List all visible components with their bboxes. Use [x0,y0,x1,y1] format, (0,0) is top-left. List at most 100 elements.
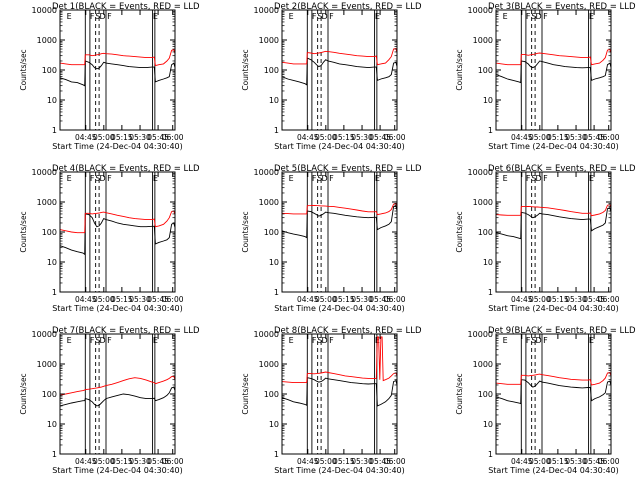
panel-title: Det 9(BLACK = Events, RED = LLD [488,326,636,336]
x-tick-label: 05:15 [111,295,133,304]
event-marker-label: E [589,12,594,21]
event-marker-label: E [589,174,594,183]
y-tick-label: 100 [478,228,493,237]
x-tick-label: 06:00 [598,133,620,142]
y-tick-label: 10 [269,96,279,105]
event-marker-label: S [531,12,536,21]
event-marker-label: D [321,12,327,21]
y-tick-label: 10 [483,258,493,267]
y-tick-label: 1 [274,126,279,135]
y-tick-label: 100 [264,228,279,237]
event-marker-label: F [543,336,548,345]
y-axis-label: Counts/sec [455,373,464,414]
event-marker-label: E [67,336,72,345]
lld-series-line [59,210,176,234]
x-axis-label: Start Time (24-Dec-04 04:30:40) [488,466,619,475]
y-tick-label: 1 [52,288,57,297]
event-marker-label: E [153,174,158,183]
x-tick-label: 05:15 [547,457,569,466]
event-marker-label: S [95,336,100,345]
lld-series-line [281,47,398,66]
x-tick-label: 05:00 [93,457,115,466]
y-tick-label: 10000 [254,330,279,339]
event-marker-label: E [503,12,508,21]
y-tick-label: 10000 [32,330,57,339]
event-marker-label: F [312,336,317,345]
x-tick-label: 05:45 [369,295,391,304]
y-axis-label: Counts/sec [19,49,28,90]
y-axis-label: Counts/sec [19,211,28,252]
y-tick-label: 1000 [37,360,57,369]
panel-title: Det 6(BLACK = Events, RED = LLD [488,164,636,174]
event-marker-label: E [289,174,294,183]
x-tick-label: 05:30 [129,457,151,466]
event-marker-label: S [317,174,322,183]
event-marker-label: F [543,174,548,183]
y-tick-label: 1000 [259,360,279,369]
lld-series-line [281,336,398,384]
x-tick-label: 05:00 [315,133,337,142]
x-axis-label: Start Time (24-Dec-04 04:30:40) [274,466,405,475]
event-marker-label: E [375,174,380,183]
x-tick-label: 05:45 [147,457,169,466]
y-axis-label: Counts/sec [241,373,250,414]
y-tick-label: 10000 [32,6,57,15]
x-axis-label: Start Time (24-Dec-04 04:30:40) [52,142,183,151]
x-axis-label: Start Time (24-Dec-04 04:30:40) [52,304,183,313]
y-tick-label: 1 [52,126,57,135]
x-tick-label: 05:00 [529,457,551,466]
event-marker-label: E [289,336,294,345]
y-tick-label: 10 [47,96,57,105]
y-tick-label: 1000 [259,198,279,207]
x-tick-label: 05:15 [111,133,133,142]
events-series-line [281,377,398,407]
events-series-line [281,205,398,239]
y-axis-label: Counts/sec [455,211,464,252]
event-marker-label: D [535,336,541,345]
event-marker-label: F [543,12,548,21]
event-marker-label: F [329,12,334,21]
x-tick-label: 06:00 [162,295,184,304]
event-marker-label: F [312,12,317,21]
event-marker-label: E [67,12,72,21]
panel-title: Det 3(BLACK = Events, RED = LLD [488,2,636,12]
x-tick-label: 06:00 [598,295,620,304]
x-tick-label: 05:45 [147,295,169,304]
event-marker-label: S [531,336,536,345]
y-tick-label: 100 [478,390,493,399]
event-marker-label: S [95,12,100,21]
event-marker-label: E [503,174,508,183]
x-tick-label: 05:45 [583,133,605,142]
y-tick-label: 1 [488,288,493,297]
events-series-line [59,213,176,256]
y-tick-label: 100 [42,390,57,399]
x-tick-label: 05:30 [565,295,587,304]
y-tick-label: 10000 [254,6,279,15]
y-tick-label: 10000 [468,6,493,15]
event-marker-label: E [375,12,380,21]
x-tick-label: 05:45 [369,457,391,466]
x-tick-label: 05:15 [547,133,569,142]
y-tick-label: 100 [42,66,57,75]
x-tick-label: 04:45 [511,457,533,466]
lld-series-line [59,375,176,396]
event-marker-label: F [107,336,112,345]
event-marker-label: E [67,174,72,183]
y-tick-label: 1000 [37,198,57,207]
event-marker-label: F [312,174,317,183]
event-marker-label: D [535,12,541,21]
x-tick-label: 04:45 [297,133,319,142]
x-tick-label: 05:15 [547,295,569,304]
y-tick-label: 1 [488,126,493,135]
x-tick-label: 05:15 [333,457,355,466]
events-series-line [59,60,176,87]
y-tick-label: 10 [269,420,279,429]
y-tick-label: 1 [488,450,493,459]
